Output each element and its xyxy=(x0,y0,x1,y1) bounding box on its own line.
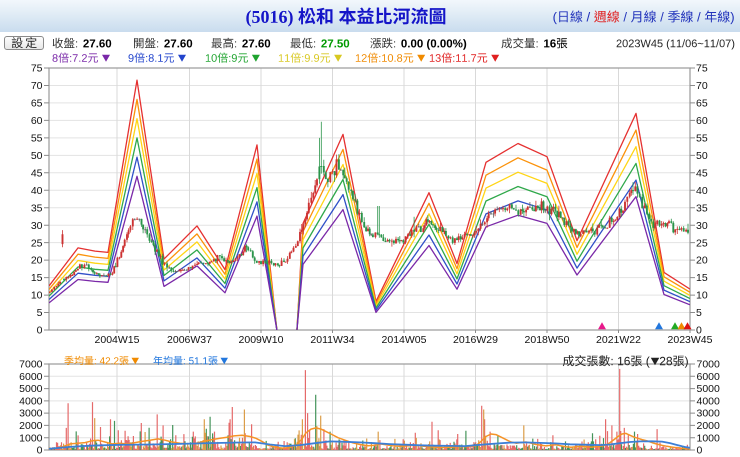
svg-text:75: 75 xyxy=(696,63,708,75)
svg-text:60: 60 xyxy=(31,115,43,127)
svg-text:1000: 1000 xyxy=(19,432,43,444)
svg-text:2009W10: 2009W10 xyxy=(239,334,284,346)
svg-text:40: 40 xyxy=(696,185,708,197)
svg-text:2000: 2000 xyxy=(19,420,43,432)
svg-text:10: 10 xyxy=(696,290,708,302)
svg-text:5: 5 xyxy=(37,307,43,319)
svg-text:7000: 7000 xyxy=(19,359,43,371)
svg-text:70: 70 xyxy=(31,80,43,92)
svg-text:0: 0 xyxy=(696,325,702,337)
svg-text:2000: 2000 xyxy=(697,420,721,432)
svg-text:5000: 5000 xyxy=(19,383,43,395)
svg-text:0: 0 xyxy=(37,325,43,337)
svg-text:2004W15: 2004W15 xyxy=(95,334,140,346)
svg-text:2014W05: 2014W05 xyxy=(382,334,427,346)
svg-text:15: 15 xyxy=(696,272,708,284)
svg-text:20: 20 xyxy=(31,255,43,267)
svg-text:30: 30 xyxy=(31,220,43,232)
svg-text:5000: 5000 xyxy=(697,383,721,395)
svg-text:20: 20 xyxy=(696,255,708,267)
svg-text:2021W22: 2021W22 xyxy=(596,334,641,346)
svg-text:2006W37: 2006W37 xyxy=(167,334,212,346)
svg-text:45: 45 xyxy=(31,167,43,179)
svg-text:50: 50 xyxy=(696,150,708,162)
svg-text:1000: 1000 xyxy=(697,432,721,444)
svg-text:2016W29: 2016W29 xyxy=(453,334,498,346)
svg-text:15: 15 xyxy=(31,272,43,284)
svg-text:6000: 6000 xyxy=(697,371,721,383)
svg-text:35: 35 xyxy=(31,202,43,214)
svg-text:7000: 7000 xyxy=(697,359,721,371)
svg-text:55: 55 xyxy=(696,133,708,145)
svg-text:2011W34: 2011W34 xyxy=(310,334,354,346)
svg-text:10: 10 xyxy=(31,290,43,302)
svg-text:3000: 3000 xyxy=(19,408,43,420)
svg-text:35: 35 xyxy=(696,202,708,214)
svg-text:60: 60 xyxy=(696,115,708,127)
svg-text:6000: 6000 xyxy=(19,371,43,383)
svg-text:0: 0 xyxy=(697,445,703,457)
svg-text:5: 5 xyxy=(696,307,702,319)
svg-text:65: 65 xyxy=(31,98,43,110)
svg-text:70: 70 xyxy=(696,80,708,92)
svg-text:40: 40 xyxy=(31,185,43,197)
svg-text:0: 0 xyxy=(37,445,43,457)
svg-text:55: 55 xyxy=(31,133,43,145)
svg-text:25: 25 xyxy=(31,237,43,249)
svg-text:2018W50: 2018W50 xyxy=(525,334,570,346)
svg-text:4000: 4000 xyxy=(697,396,721,408)
svg-text:45: 45 xyxy=(696,167,708,179)
svg-text:25: 25 xyxy=(696,237,708,249)
svg-text:30: 30 xyxy=(696,220,708,232)
svg-text:3000: 3000 xyxy=(697,408,721,420)
svg-text:4000: 4000 xyxy=(19,396,43,408)
svg-text:75: 75 xyxy=(31,63,43,75)
svg-text:65: 65 xyxy=(696,98,708,110)
svg-text:50: 50 xyxy=(31,150,43,162)
svg-text:2023W45: 2023W45 xyxy=(668,334,713,346)
